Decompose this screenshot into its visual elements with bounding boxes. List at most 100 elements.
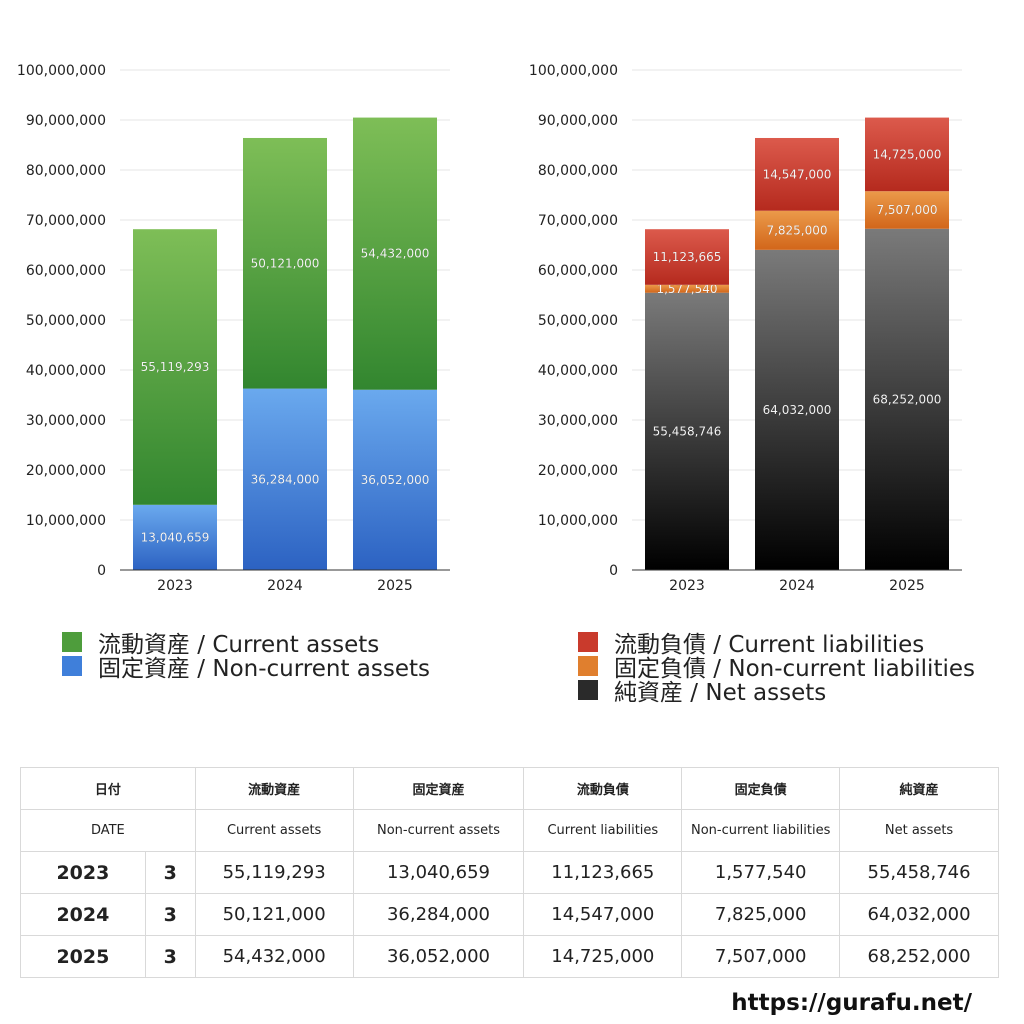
legend-item-net-assets: 純資産 / Net assets	[578, 678, 975, 706]
legend-item-non-current-assets: 固定資産 / Non-current assets	[62, 654, 430, 682]
row-month: 3	[144, 851, 196, 894]
x-tick-label: 2024	[779, 578, 815, 594]
bar-net-assets	[645, 292, 729, 570]
y-tick-label: 80,000,000	[538, 163, 618, 179]
row-month: 3	[144, 935, 196, 978]
cell-current-assets: 55,119,293	[194, 851, 354, 894]
legend-swatch-net-assets	[578, 680, 598, 700]
data-label: 7,825,000	[766, 223, 827, 237]
header-current-assets-jp: 流動資産	[194, 767, 354, 810]
y-tick-label: 10,000,000	[538, 513, 618, 529]
data-label: 64,032,000	[763, 403, 832, 417]
header-current-liabilities-en: Current liabilities	[523, 809, 683, 852]
data-label: 11,123,665	[653, 250, 722, 264]
legend-item-current-liabilities: 流動負債 / Current liabilities	[578, 630, 975, 658]
cell-non-current-liabilities: 1,577,540	[681, 851, 841, 894]
footer-url[interactable]: https://gurafu.net/	[731, 990, 972, 1016]
cell-non-current-assets: 13,040,659	[352, 851, 525, 894]
y-tick-label: 60,000,000	[538, 263, 618, 279]
bar-non-current-liabilities	[645, 284, 729, 293]
x-tick-label: 2023	[669, 578, 705, 594]
cell-non-current-assets: 36,284,000	[352, 893, 525, 936]
x-tick-label: 2023	[157, 578, 193, 594]
legend-swatch-current-assets	[62, 632, 82, 652]
legend-item-current-assets: 流動資産 / Current assets	[62, 630, 430, 658]
y-tick-label: 30,000,000	[26, 413, 106, 429]
row-year: 2023	[20, 851, 146, 894]
bar-current-assets	[353, 117, 437, 390]
financial-data-table: 日付 流動資産 固定資産 流動負債 固定負債 純資産 DATE Current …	[20, 767, 999, 978]
cell-net-assets: 64,032,000	[839, 893, 999, 936]
header-net-assets-jp: 純資産	[839, 767, 999, 810]
bar-non-current-assets	[353, 389, 437, 570]
row-year: 2025	[20, 935, 146, 978]
cell-current-liabilities: 14,725,000	[523, 935, 683, 978]
bar-non-current-liabilities	[755, 210, 839, 250]
header-non-current-assets-jp: 固定資産	[352, 767, 525, 810]
data-label: 54,432,000	[361, 247, 430, 261]
bar-net-assets	[755, 249, 839, 570]
y-tick-label: 70,000,000	[26, 213, 106, 229]
legend-label-current-assets: 流動資産 / Current assets	[98, 632, 380, 658]
y-tick-label: 10,000,000	[26, 513, 106, 529]
y-tick-label: 30,000,000	[538, 413, 618, 429]
y-tick-label: 20,000,000	[26, 463, 106, 479]
table-header-jp: 日付 流動資産 固定資産 流動負債 固定負債 純資産	[20, 767, 999, 810]
y-tick-label: 20,000,000	[538, 463, 618, 479]
data-label: 55,119,293	[141, 360, 210, 374]
legend-label-non-current-liabilities: 固定負債 / Non-current liabilities	[614, 656, 975, 682]
legend-label-current-liabilities: 流動負債 / Current liabilities	[614, 632, 925, 658]
y-tick-label: 40,000,000	[26, 363, 106, 379]
data-label: 1,577,540	[656, 282, 717, 296]
header-net-assets-en: Net assets	[839, 809, 999, 852]
assets-legend: 流動資産 / Current assets 固定資産 / Non-current…	[62, 630, 430, 682]
legend-swatch-current-liabilities	[578, 632, 598, 652]
x-tick-label: 2025	[889, 578, 925, 594]
header-current-liabilities-jp: 流動負債	[523, 767, 683, 810]
legend-swatch-non-current-liabilities	[578, 656, 598, 676]
x-tick-label: 2025	[377, 578, 413, 594]
bar-current-liabilities	[755, 137, 839, 211]
legend-label-net-assets: 純資産 / Net assets	[614, 680, 827, 706]
table-row: 2025 3 54,432,000 36,052,000 14,725,000 …	[20, 935, 999, 978]
y-tick-label: 60,000,000	[26, 263, 106, 279]
data-label: 55,458,746	[653, 424, 722, 438]
cell-current-liabilities: 14,547,000	[523, 893, 683, 936]
data-label: 36,284,000	[251, 472, 320, 486]
data-label: 68,252,000	[873, 392, 942, 406]
liabilities-legend: 流動負債 / Current liabilities 固定負債 / Non-cu…	[578, 630, 975, 706]
y-tick-label: 80,000,000	[26, 163, 106, 179]
data-label: 7,507,000	[876, 203, 937, 217]
header-non-current-liabilities-en: Non-current liabilities	[681, 809, 841, 852]
header-non-current-liabilities-jp: 固定負債	[681, 767, 841, 810]
y-tick-label: 90,000,000	[26, 113, 106, 129]
data-label: 14,725,000	[873, 147, 942, 161]
y-tick-label: 0	[609, 563, 618, 579]
cell-non-current-liabilities: 7,507,000	[681, 935, 841, 978]
y-tick-label: 50,000,000	[538, 313, 618, 329]
legend-swatch-non-current-assets	[62, 656, 82, 676]
legend-item-non-current-liabilities: 固定負債 / Non-current liabilities	[578, 654, 975, 682]
data-label: 14,547,000	[763, 167, 832, 181]
header-non-current-assets-en: Non-current assets	[352, 809, 525, 852]
cell-current-assets: 50,121,000	[194, 893, 354, 936]
bar-current-liabilities	[645, 229, 729, 285]
header-date-en: DATE	[20, 809, 196, 852]
cell-non-current-liabilities: 7,825,000	[681, 893, 841, 936]
table-row: 2024 3 50,121,000 36,284,000 14,547,000 …	[20, 893, 999, 936]
table-header-en: DATE Current assets Non-current assets C…	[20, 809, 999, 852]
cell-current-assets: 54,432,000	[194, 935, 354, 978]
cell-non-current-assets: 36,052,000	[352, 935, 525, 978]
data-label: 13,040,659	[141, 530, 210, 544]
bar-non-current-liabilities	[865, 191, 949, 229]
cell-net-assets: 55,458,746	[839, 851, 999, 894]
row-year: 2024	[20, 893, 146, 936]
table-row: 2023 3 55,119,293 13,040,659 11,123,665 …	[20, 851, 999, 894]
assets-chart: 0 10,000,000 20,000,000 30,000,000 40,000,00…	[17, 63, 450, 594]
bar-current-assets	[243, 137, 327, 389]
bar-net-assets	[865, 228, 949, 571]
y-tick-label: 0	[97, 563, 106, 579]
data-label: 50,121,000	[251, 256, 320, 270]
x-tick-label: 2024	[267, 578, 303, 594]
y-tick-label: 90,000,000	[538, 113, 618, 129]
